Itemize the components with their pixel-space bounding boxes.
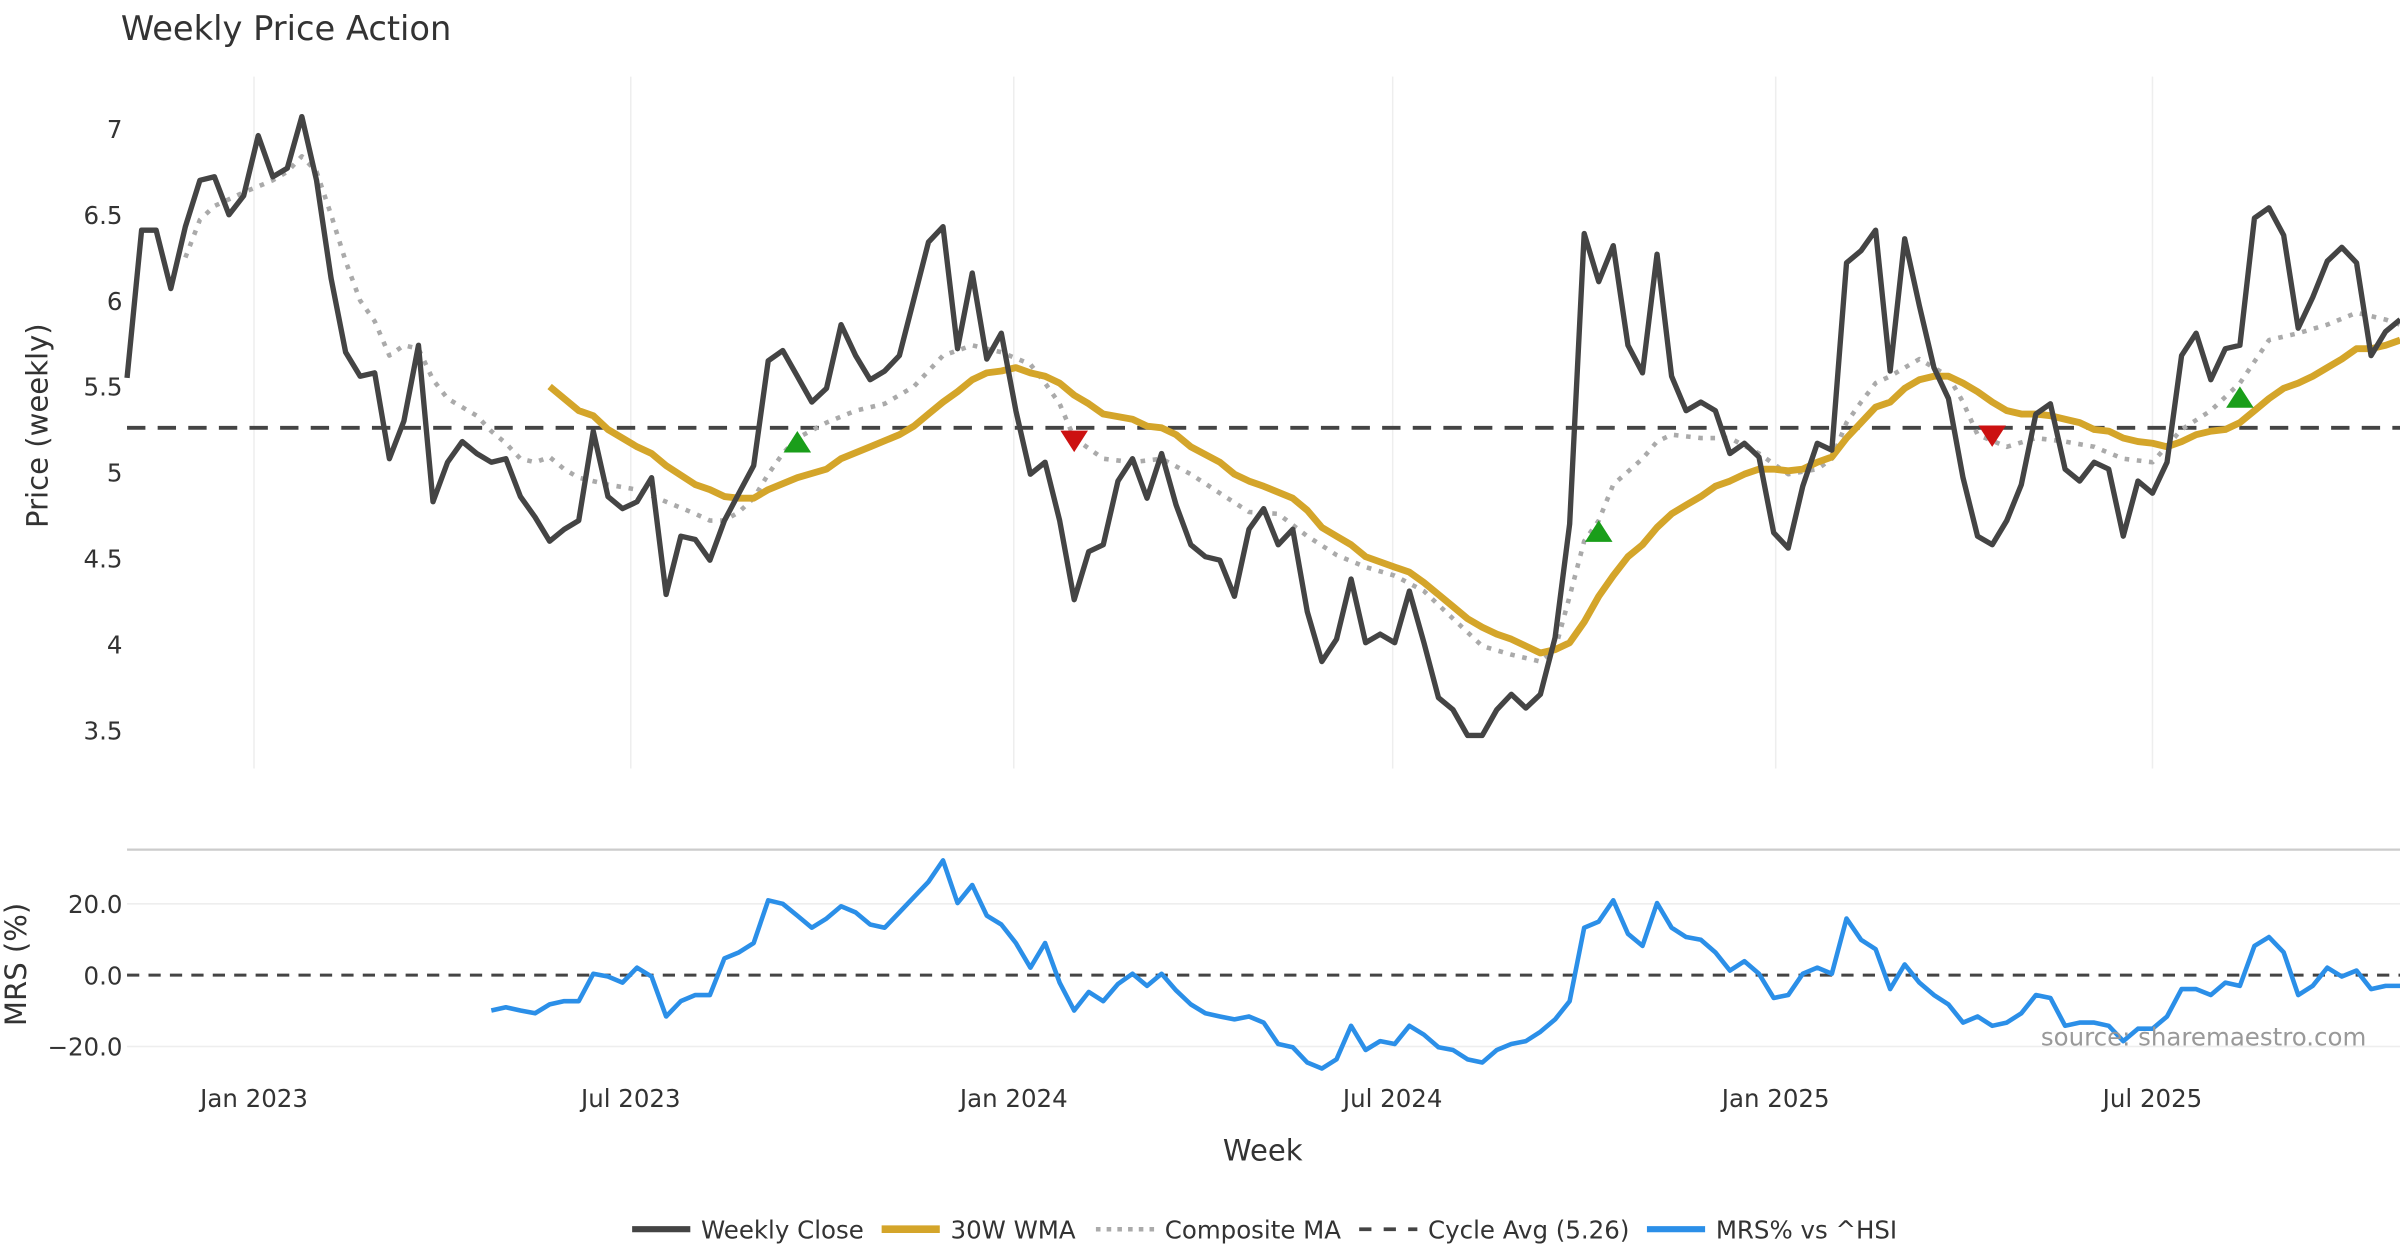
chart-title: Weekly Price Action	[121, 9, 451, 48]
signal-markers	[783, 386, 2254, 542]
sell-signal-triangle-down	[1060, 430, 1088, 453]
legend-30w-wma-label: 30W WMA	[951, 1215, 1076, 1244]
mrs-y-tick-label: 0.0	[84, 961, 123, 990]
mrs-line	[490, 858, 2400, 1071]
price-y-tick-label: 5.5	[84, 373, 123, 402]
sell-signal-triangle-down	[1978, 425, 2006, 447]
source-note: source: sharemaestro.com	[2041, 1023, 2366, 1052]
price-y-tick-label: 5	[107, 459, 123, 488]
buy-signal-triangle-up	[783, 431, 812, 453]
buy-signal-triangle-up	[1584, 520, 1613, 542]
buy-signal-triangle-up	[2226, 386, 2254, 408]
x-tick-label: Jul 2024	[1341, 1084, 1443, 1113]
price-y-tick-label: 4	[107, 631, 123, 660]
price-y-tick-label: 3.5	[84, 717, 123, 746]
legend-composite-ma-label: Composite MA	[1165, 1215, 1341, 1244]
30w-wma-line	[547, 336, 2400, 657]
price-y-tick-label: 7	[107, 115, 123, 144]
legend: Weekly Close 30W WMA Composite MA Cycle Avg…	[632, 1215, 1897, 1244]
mrs-y-ticks: −20.0 0.0 20.0	[47, 890, 122, 1062]
x-axis-label: Week	[1223, 1133, 1303, 1167]
mrs-y-tick-label: 20.0	[68, 890, 122, 919]
price-y-tick-label: 6.5	[84, 201, 123, 230]
mrs-y-label: MRS (%)	[0, 903, 33, 1026]
x-ticks: Jan 2023 Jul 2023 Jan 2024 Jul 2024 Jan 2025…	[198, 1084, 2202, 1113]
legend-weekly-close-label: Weekly Close	[701, 1215, 864, 1244]
price-y-tick-label: 6	[107, 287, 123, 316]
x-tick-label: Jan 2023	[198, 1084, 308, 1113]
series-layer	[124, 113, 2400, 1071]
gridlines	[127, 76, 2400, 1048]
mrs-y-tick-label: −20.0	[47, 1033, 122, 1062]
legend-cycle-avg-label: Cycle Avg (5.26)	[1428, 1215, 1629, 1244]
price-y-label: Price (weekly)	[20, 323, 54, 528]
x-tick-label: Jan 2025	[1720, 1084, 1830, 1113]
price-y-ticks: 3.5 4 4.5 5 5.5 6 6.5 7	[84, 115, 123, 746]
x-tick-label: Jul 2025	[2101, 1084, 2203, 1113]
x-tick-label: Jan 2024	[958, 1084, 1068, 1113]
price-y-tick-label: 4.5	[84, 545, 123, 574]
weekly-close-line	[124, 113, 2400, 739]
composite-ma-line	[183, 153, 2400, 664]
x-tick-label: Jul 2023	[579, 1084, 681, 1113]
legend-mrs-label: MRS% vs ^HSI	[1716, 1215, 1897, 1244]
